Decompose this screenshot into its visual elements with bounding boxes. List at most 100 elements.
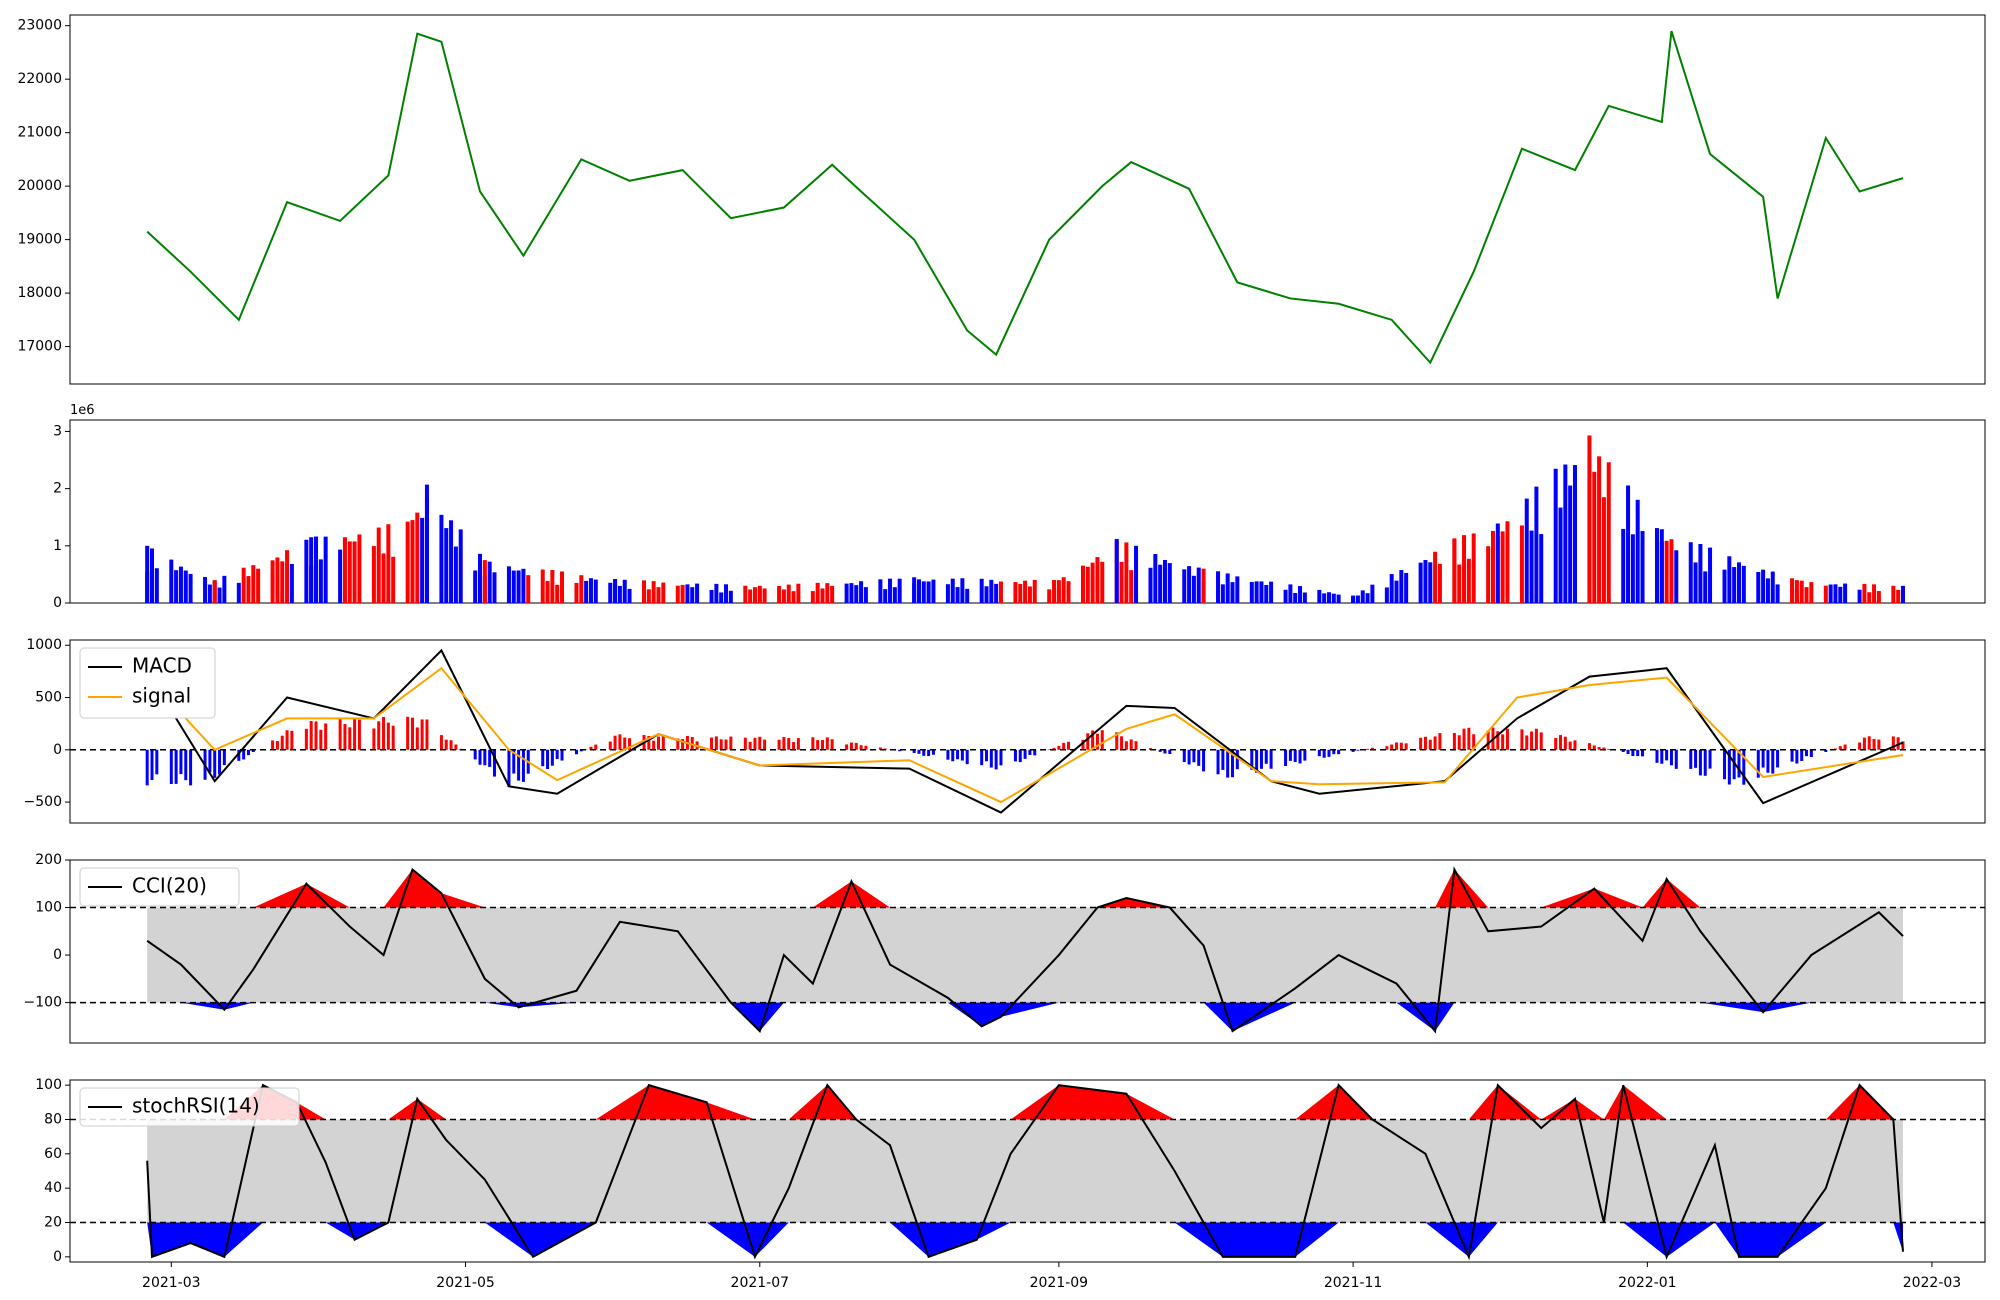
volume-bar bbox=[1756, 572, 1761, 603]
volume-bar bbox=[955, 587, 960, 603]
volume-bar bbox=[1134, 545, 1139, 603]
macd-histogram-bar bbox=[1134, 741, 1138, 750]
volume-bar bbox=[680, 584, 685, 603]
macd-histogram-bar bbox=[1563, 736, 1567, 750]
macd-ytick-label: −500 bbox=[24, 794, 62, 810]
macd-histogram-bar bbox=[1100, 730, 1104, 750]
volume-bar bbox=[560, 571, 565, 603]
macd-histogram-bar bbox=[714, 736, 718, 750]
macd-histogram-bar bbox=[1655, 749, 1659, 763]
volume-panel: 1e6 0 1 2 3 bbox=[53, 403, 1986, 611]
cci-ytick-label: 100 bbox=[35, 900, 62, 916]
volume-bar bbox=[1191, 575, 1196, 603]
volume-bar bbox=[1857, 589, 1862, 603]
macd-histogram-bar bbox=[1592, 745, 1596, 750]
volume-bar bbox=[1833, 584, 1838, 603]
volume-bar bbox=[989, 579, 994, 603]
stochrsi-frame bbox=[69, 1079, 1986, 1263]
macd-histogram-bar bbox=[386, 722, 390, 750]
volume-bar bbox=[1023, 580, 1028, 603]
volume-bar bbox=[1148, 567, 1153, 603]
cci-band bbox=[147, 907, 1903, 1003]
macd-series-signal bbox=[146, 666, 1904, 804]
volume-bar bbox=[545, 580, 550, 603]
volume-bar bbox=[1693, 562, 1698, 603]
volume-bar bbox=[1462, 535, 1467, 603]
volume-bar bbox=[487, 561, 492, 603]
volume-bar bbox=[1423, 560, 1428, 603]
macd-histogram-bar bbox=[1872, 739, 1876, 750]
volume-bar bbox=[1090, 562, 1095, 603]
macd-histogram-bar bbox=[1703, 749, 1707, 776]
macd-series-macd bbox=[146, 648, 1904, 814]
volume-bar bbox=[217, 587, 222, 603]
macd-histogram-bar bbox=[271, 740, 275, 750]
volume-bar bbox=[1471, 533, 1476, 603]
volume-bar bbox=[1365, 593, 1370, 603]
volume-ytick-label: 0 bbox=[53, 595, 62, 611]
volume-ytick-label: 2 bbox=[53, 481, 62, 497]
volume-bar-peak bbox=[145, 545, 150, 603]
macd-histogram-bar bbox=[1641, 749, 1645, 757]
volume-bar bbox=[859, 581, 864, 603]
volume-bar bbox=[280, 561, 285, 603]
macd-histogram-bar bbox=[213, 749, 217, 778]
volume-bar bbox=[1606, 462, 1611, 603]
macd-histogram-bar bbox=[1124, 741, 1128, 750]
macd-histogram-bar bbox=[1255, 749, 1259, 773]
macd-histogram-bar bbox=[550, 749, 554, 766]
volume-bar-peak bbox=[1900, 585, 1905, 603]
cci-oversold-fill bbox=[147, 1002, 1903, 1032]
macd-histogram-bar bbox=[777, 739, 781, 750]
volume-bar bbox=[1790, 578, 1795, 603]
macd-histogram-bar bbox=[1530, 731, 1534, 750]
volume-bar bbox=[825, 583, 830, 603]
volume-bar bbox=[1466, 558, 1471, 603]
macd-histogram-bar bbox=[984, 749, 988, 762]
volume-bar bbox=[945, 584, 950, 603]
macd-histogram-bar bbox=[1790, 749, 1794, 762]
volume-bar bbox=[150, 548, 155, 603]
macd-histogram-bar bbox=[415, 727, 419, 750]
macd-histogram-bar bbox=[1216, 749, 1220, 775]
volume-frame bbox=[69, 419, 1986, 604]
macd-legend: MACD signal bbox=[79, 647, 216, 719]
volume-bar bbox=[1799, 580, 1804, 603]
macd-histogram-bar bbox=[965, 749, 969, 765]
volume-bar bbox=[1360, 590, 1365, 603]
volume-bar bbox=[685, 584, 690, 603]
volume-bar bbox=[1355, 595, 1360, 603]
volume-bar bbox=[203, 576, 208, 603]
volume-bar bbox=[781, 589, 786, 603]
x-axis: 2021-03 2021-05 2021-07 2021-09 2021-11 2022-… bbox=[142, 1262, 1961, 1291]
volume-bar bbox=[1225, 573, 1230, 603]
volume-bar bbox=[241, 567, 246, 603]
volume-bar bbox=[1302, 592, 1307, 603]
macd-histogram-bar bbox=[1158, 749, 1162, 752]
macd-histogram-bar bbox=[425, 719, 429, 750]
macd-histogram-bar bbox=[377, 721, 381, 750]
macd-histogram-bar bbox=[1467, 727, 1471, 750]
macd-histogram-bar bbox=[1423, 736, 1427, 750]
volume-bar bbox=[892, 587, 897, 603]
macd-histogram-bar bbox=[372, 728, 376, 750]
macd-histogram-bar bbox=[324, 723, 328, 750]
volume-bar bbox=[1524, 498, 1529, 603]
volume-bar bbox=[622, 579, 627, 603]
volume-bar bbox=[1872, 584, 1877, 603]
volume-bar bbox=[174, 570, 179, 603]
macd-histogram-bar bbox=[237, 749, 241, 761]
macd-histogram-bar bbox=[989, 749, 993, 768]
macd-histogram-bar bbox=[1317, 749, 1321, 757]
volume-bar bbox=[1770, 571, 1775, 603]
stochrsi-overbought-fill bbox=[147, 1085, 1903, 1120]
volume-bar bbox=[1370, 584, 1375, 603]
volume-bar bbox=[844, 583, 849, 603]
volume-bar bbox=[1317, 589, 1322, 603]
volume-bar bbox=[188, 573, 193, 603]
macd-histogram-bar bbox=[473, 749, 477, 760]
macd-histogram-bar bbox=[960, 749, 964, 761]
x-tick-label: 2021-05 bbox=[436, 1275, 495, 1291]
macd-histogram-bar bbox=[1496, 731, 1500, 750]
